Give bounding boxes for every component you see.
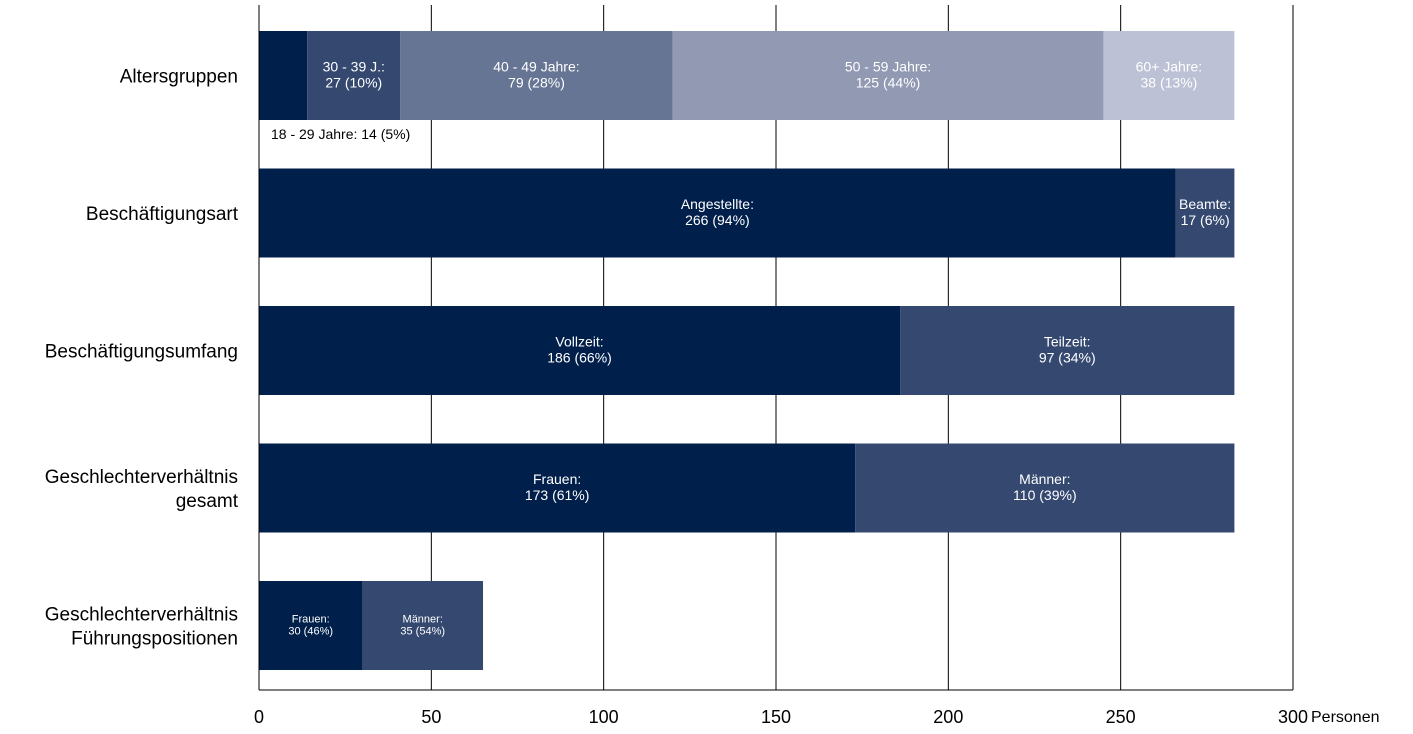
category-label: Geschlechterverhältnis [45, 605, 238, 626]
segment-label: Frauen: [533, 471, 581, 487]
category-label: Altersgruppen [120, 67, 238, 88]
segment-label: 50 - 59 Jahre: [845, 58, 931, 74]
segment-label: 125 (44%) [856, 74, 921, 90]
x-tick-label: 100 [589, 707, 619, 727]
segment-label: 38 (13%) [1141, 74, 1198, 90]
segment-label: 60+ Jahre: [1136, 58, 1203, 74]
bar-segment [855, 443, 1235, 533]
segment-label: Frauen: [292, 613, 330, 625]
bar-segment [900, 306, 1235, 395]
segment-label: 173 (61%) [525, 487, 590, 503]
bar-segment [672, 31, 1104, 120]
segment-label: Vollzeit: [555, 333, 603, 349]
segment-label: 27 (10%) [325, 74, 382, 90]
segment-label: 30 - 39 J.: [323, 58, 385, 74]
bar-segment [259, 168, 1176, 258]
segment-label: 40 - 49 Jahre: [493, 58, 579, 74]
bar-segment [259, 31, 308, 120]
segment-label: 266 (94%) [685, 212, 750, 228]
segment-label: 186 (66%) [547, 349, 612, 365]
bar-segment [400, 31, 673, 120]
segment-label: Angestellte: [681, 196, 754, 212]
bar-segment [307, 31, 401, 120]
bar-segment [362, 581, 484, 670]
x-axis-unit-label: Personen [1311, 709, 1380, 726]
x-tick-label: 50 [421, 707, 441, 727]
x-tick-label: 150 [761, 707, 791, 727]
segment-label: 97 (34%) [1039, 349, 1096, 365]
segment-label: 18 - 29 Jahre: 14 (5%) [271, 126, 410, 142]
bar-segment [1103, 31, 1235, 120]
segment-label: 30 (46%) [288, 625, 333, 637]
bar-segment [259, 443, 856, 533]
x-tick-label: 300 [1278, 707, 1308, 727]
category-label: Geschlechterverhältnis [45, 467, 238, 488]
segment-label: 79 (28%) [508, 74, 565, 90]
segment-label: 110 (39%) [1013, 487, 1077, 503]
category-label: Beschäftigungsart [86, 204, 239, 225]
category-label: Führungspositionen [71, 629, 238, 650]
category-label: Beschäftigungsumfang [45, 342, 238, 363]
category-label: gesamt [176, 491, 239, 512]
bar-segment [1175, 168, 1235, 258]
segment-label: Beamte: [1179, 196, 1231, 212]
bar-segment [259, 581, 363, 670]
segment-label: Teilzeit: [1044, 333, 1091, 349]
segment-label: Männer: [403, 613, 443, 625]
x-tick-label: 250 [1106, 707, 1136, 727]
segment-label: 17 (6%) [1181, 212, 1230, 228]
x-tick-label: 0 [254, 707, 264, 727]
x-tick-label: 200 [933, 707, 963, 727]
bar-segment [259, 306, 901, 395]
segment-label: 35 (54%) [400, 625, 445, 637]
segment-label: Männer: [1019, 471, 1070, 487]
